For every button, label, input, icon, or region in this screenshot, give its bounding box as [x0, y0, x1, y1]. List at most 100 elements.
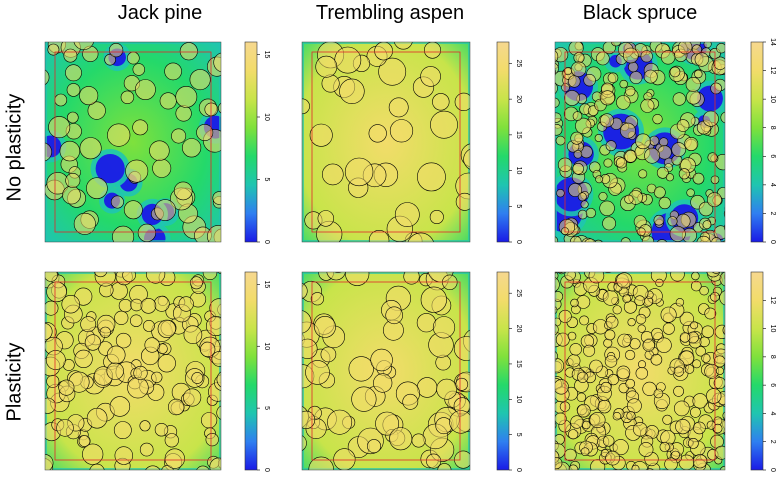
colorbar-tick-label: 0: [769, 240, 776, 244]
tree-crown: [454, 92, 470, 111]
tree-crown: [602, 290, 619, 306]
column-title-trembling-aspen: Trembling aspen: [315, 2, 465, 24]
tree-crown: [191, 372, 204, 384]
tree-crown: [627, 61, 639, 73]
tree-crown: [139, 442, 154, 457]
tree-crown: [420, 66, 441, 87]
tree-crown: [555, 412, 567, 425]
tree-crown: [642, 381, 657, 397]
tree-crown: [684, 364, 695, 374]
tree-crown: [144, 337, 160, 353]
tree-crown: [196, 465, 210, 470]
tree-crown: [209, 457, 221, 470]
low-cover-patch: [95, 153, 125, 184]
tree-crown: [424, 42, 441, 59]
study-area-border: [564, 51, 716, 233]
tree-crown: [661, 469, 667, 470]
tree-crown: [719, 290, 725, 306]
colorbar-tick-label: 0: [515, 240, 522, 244]
tree-crown: [555, 113, 556, 117]
tree-crown: [640, 50, 653, 63]
tree-crown: [432, 316, 456, 339]
tree-crown: [411, 433, 426, 448]
tree-crown: [45, 454, 54, 470]
tree-crown: [104, 53, 116, 66]
tree-crown: [403, 272, 420, 285]
tree-crown: [685, 77, 701, 93]
tree-crown: [622, 47, 639, 64]
tree-crown: [577, 192, 587, 202]
tree-crown: [555, 332, 570, 347]
tree-crown: [627, 398, 642, 414]
tree-crown: [691, 272, 700, 281]
tree-crown: [182, 138, 202, 158]
tree-crown: [84, 334, 101, 351]
column-title-jack-pine: Jack pine: [117, 2, 203, 24]
tree-crown: [713, 225, 725, 240]
tree-crown: [652, 113, 663, 125]
tree-crown: [690, 406, 701, 418]
tree-crown: [80, 316, 97, 333]
tree-crown: [638, 442, 654, 457]
tree-crown: [183, 388, 202, 407]
tree-crown: [687, 437, 699, 449]
tree-crown: [650, 353, 663, 366]
tree-crown: [711, 237, 722, 242]
tree-crown: [692, 359, 702, 369]
tree-crown: [449, 410, 470, 434]
tree-crown: [164, 448, 185, 469]
panel-frame: [44, 271, 222, 471]
tree-crown: [576, 392, 587, 402]
tree-crown: [555, 112, 562, 123]
tree-crown: [637, 360, 646, 369]
tree-crown: [667, 216, 678, 227]
tree-crown: [563, 67, 572, 76]
tree-crown: [686, 188, 695, 197]
tree-crown: [416, 162, 446, 192]
colorbar: [244, 41, 258, 243]
tree-crown: [82, 443, 104, 465]
tree-crown: [656, 239, 668, 242]
tree-crown: [723, 224, 725, 231]
tree-crown: [671, 142, 687, 157]
tree-crown: [573, 52, 585, 64]
colorbar-tick-label: 4: [769, 183, 776, 187]
tree-crown: [564, 272, 576, 281]
tree-crown: [576, 295, 591, 309]
tree-crown: [580, 447, 590, 457]
tree-crown: [429, 210, 444, 225]
colorbar-tick-label: 15: [263, 280, 270, 288]
tree-crown: [206, 316, 221, 336]
tree-crown: [692, 172, 705, 185]
tree-crown: [635, 367, 648, 380]
tree-crown: [302, 435, 307, 451]
tree-crown: [676, 119, 690, 132]
tree-crown: [54, 93, 68, 107]
tree-crown: [602, 435, 615, 447]
tree-crown: [315, 55, 338, 78]
tree-crown: [714, 445, 725, 460]
tree-crown: [570, 131, 584, 145]
panel-frame: [301, 41, 471, 243]
tree-crown: [570, 415, 584, 429]
tree-crown: [45, 300, 59, 316]
tree-crown: [127, 51, 140, 65]
tree-crown: [723, 428, 725, 436]
tree-crown: [351, 386, 377, 412]
tree-crown: [157, 354, 176, 373]
tree-crown: [555, 277, 560, 292]
tree-crown: [555, 50, 559, 63]
tree-crown: [309, 123, 333, 147]
tree-crown: [640, 98, 655, 113]
tree-crown: [432, 93, 450, 111]
tree-crown: [45, 69, 50, 85]
tree-crown: [123, 200, 143, 220]
tree-crown: [302, 282, 308, 300]
tree-crown: [694, 52, 709, 67]
tree-crown: [107, 123, 131, 147]
tree-crown: [164, 433, 179, 448]
study-area-border: [564, 281, 716, 461]
tree-crown: [437, 463, 452, 470]
tree-crown: [545, 265, 554, 274]
tree-crown: [173, 181, 193, 201]
